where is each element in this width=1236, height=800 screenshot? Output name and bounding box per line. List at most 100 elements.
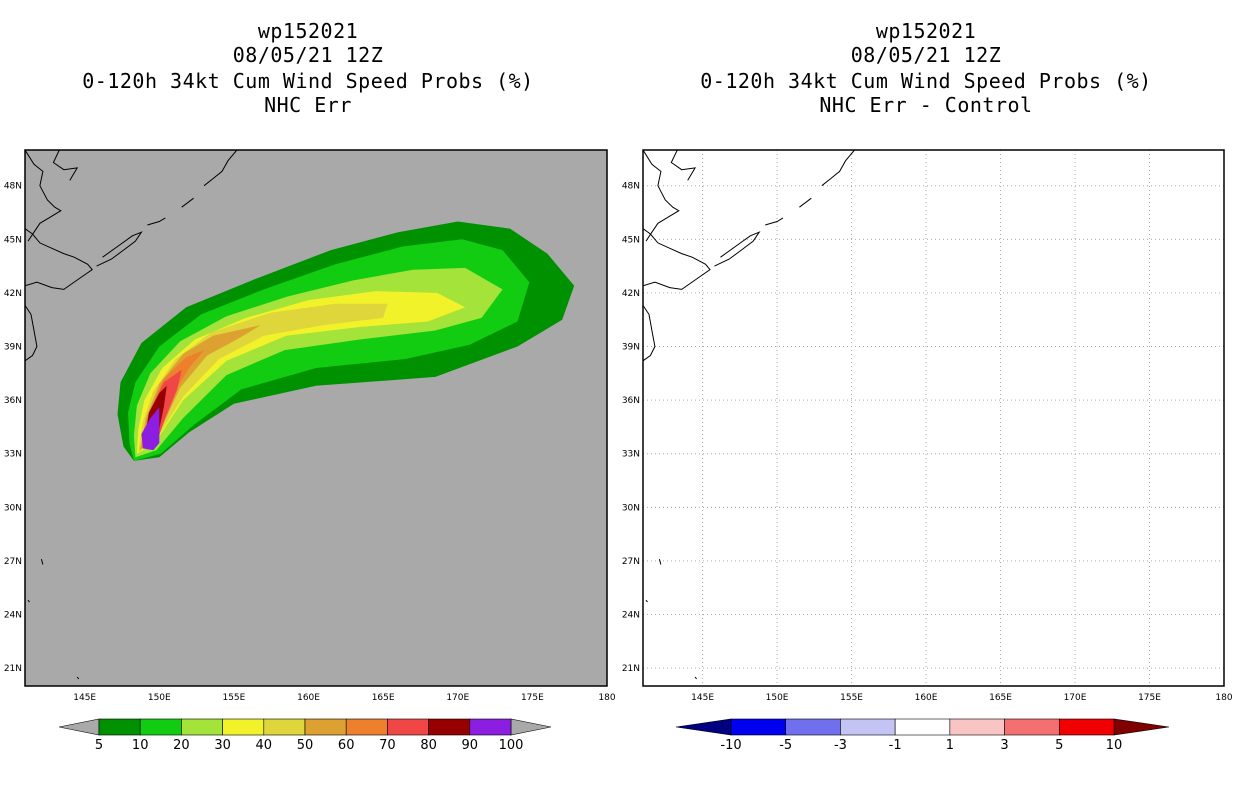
left-colorbar-label-70: 70 (379, 738, 396, 753)
right-colorbar-label--5: -5 (779, 738, 792, 753)
right-coastline-9 (645, 599, 648, 603)
right-coastline-7 (643, 305, 656, 362)
right-xtick-label-180: 180 (1215, 693, 1232, 703)
right-colorbar-label--3: -3 (834, 738, 847, 753)
left-coastline-10 (76, 676, 80, 680)
right-colorbar-label--1: -1 (889, 738, 902, 753)
left-colorbar-swatch-8 (428, 718, 471, 736)
left-ytick-label-45N: 45N (4, 235, 22, 245)
left-colorbar-swatch-1 (139, 718, 182, 736)
left-coastline-2 (25, 228, 93, 290)
left-ytick-label-33N: 33N (4, 450, 22, 460)
right-xtick-label-145E: 145E (691, 693, 714, 703)
right-ytick-label-48N: 48N (622, 182, 640, 192)
right-ytick-label-27N: 27N (622, 557, 640, 567)
right-colorbar-swatch-1 (785, 718, 841, 736)
right-colorbar: -10 -5 -3 -1 1 3 5 10 (675, 718, 1170, 753)
left-ytick-label-27N: 27N (4, 557, 22, 567)
right-title-storm-id: wp152021 (875, 19, 977, 43)
left-colorbar-label-100: 100 (499, 738, 524, 753)
right-coastline-8 (658, 558, 662, 565)
left-colorbar-label-80: 80 (420, 738, 437, 753)
left-ytick-label-39N: 39N (4, 343, 22, 353)
left-title-block: wp152021 08/05/21 12Z 0-120h 34kt Cum Wi… (25, 19, 591, 117)
left-colorbar-low-triangle (58, 718, 100, 736)
left-map-content (25, 150, 575, 680)
left-xtick-label-170E: 170E (446, 693, 469, 703)
left-ytick-label-21N: 21N (4, 664, 22, 674)
right-colorbar-label--10: -10 (720, 738, 741, 753)
left-colorbar-label-90: 90 (462, 738, 479, 753)
right-coastline-4 (765, 217, 784, 226)
left-coastline-8 (40, 558, 44, 565)
right-title-block: wp152021 08/05/21 12Z 0-120h 34kt Cum Wi… (643, 19, 1209, 117)
right-ytick-label-39N: 39N (622, 343, 640, 353)
right-colorbar-high-triangle (1113, 718, 1170, 736)
left-coastline-4 (147, 217, 166, 226)
right-coastline-5 (799, 197, 812, 208)
left-xtick-label-160E: 160E (297, 693, 320, 703)
left-colorbar-label-40: 40 (256, 738, 273, 753)
left-ytick-label-24N: 24N (4, 611, 22, 621)
right-ytick-label-21N: 21N (622, 664, 640, 674)
right-title-subtitle: NHC Err - Control (819, 93, 1033, 117)
left-colorbar-swatch-4 (263, 718, 306, 736)
left-colorbar-label-20: 20 (173, 738, 190, 753)
left-xtick-label-150E: 150E (148, 693, 171, 703)
right-colorbar-label-3: 3 (1000, 738, 1008, 753)
right-xtick-label-150E: 150E (766, 693, 789, 703)
left-colorbar-label-10: 10 (132, 738, 149, 753)
left-colorbar-label-5: 5 (95, 738, 103, 753)
left-coastline-7 (25, 305, 38, 362)
right-colorbar-swatch-6 (1058, 718, 1115, 736)
left-colorbar-high-triangle (510, 718, 552, 736)
right-colorbar-swatch-5 (1004, 718, 1060, 736)
right-colorbar-swatch-4 (949, 718, 1005, 736)
left-ytick-label-42N: 42N (4, 289, 22, 299)
left-xtick-label-175E: 175E (521, 693, 544, 703)
left-ytick-label-30N: 30N (4, 503, 22, 513)
left-colorbar-swatch-9 (469, 718, 512, 736)
right-map-background (643, 150, 1224, 686)
left-xtick-label-155E: 155E (222, 693, 245, 703)
left-colorbar-label-60: 60 (338, 738, 355, 753)
right-ytick-label-33N: 33N (622, 450, 640, 460)
left-xtick-label-145E: 145E (73, 693, 96, 703)
left-colorbar-swatch-7 (387, 718, 429, 736)
left-colorbar-swatch-2 (181, 718, 223, 736)
right-ytick-label-30N: 30N (622, 503, 640, 513)
left-title-datetime: 08/05/21 12Z (232, 43, 384, 67)
right-coastline-3 (714, 231, 761, 267)
left-title-storm-id: wp152021 (257, 19, 359, 43)
left-coastline-9 (27, 599, 30, 603)
left-contour-90 (141, 407, 160, 451)
right-coastline-10 (694, 676, 697, 680)
right-ytick-label-36N: 36N (622, 396, 640, 406)
right-colorbar-swatch-0 (730, 718, 787, 736)
left-colorbar-swatch-3 (222, 718, 265, 736)
left-colorbar: 5 10 20 30 40 50 60 70 80 90 100 (58, 718, 552, 753)
left-contour-40 (138, 303, 388, 452)
left-colorbar-label-30: 30 (214, 738, 231, 753)
left-ytick-label-48N: 48N (4, 182, 22, 192)
right-ytick-label-42N: 42N (622, 289, 640, 299)
left-colorbar-swatch-0 (98, 718, 141, 736)
left-coastline-5 (181, 197, 194, 208)
right-ytick-label-45N: 45N (622, 235, 640, 245)
left-title-subtitle: NHC Err (264, 93, 352, 117)
right-colorbar-swatch-3 (894, 718, 951, 736)
left-map-background (25, 150, 607, 686)
left-map-frame (24, 149, 608, 687)
right-coastline-2 (643, 228, 711, 290)
left-coastline-6 (203, 150, 238, 187)
left-colorbar-swatch-5 (304, 718, 347, 736)
right-colorbar-swatch-2 (840, 718, 896, 736)
right-colorbar-label-1: 1 (946, 738, 954, 753)
right-colorbar-label-10: 10 (1106, 738, 1123, 753)
right-colorbar-low-triangle (675, 718, 732, 736)
left-colorbar-swatch-6 (345, 718, 388, 736)
left-panel: 145E 150E 155E 160E 165E 170E 175E 180 21N 24N 27N… (4, 149, 616, 753)
right-title-product: 0-120h 34kt Cum Wind Speed Probs (%) (700, 69, 1152, 93)
left-ytick-label-36N: 36N (4, 396, 22, 406)
